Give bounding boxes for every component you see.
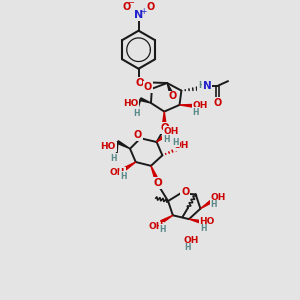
Text: OH: OH [110,168,125,177]
Text: OH: OH [193,101,208,110]
Text: OH: OH [163,127,178,136]
Polygon shape [161,215,173,223]
Polygon shape [124,162,136,170]
Text: OH: OH [174,141,189,150]
Text: H: H [192,108,199,117]
Polygon shape [163,112,166,122]
Text: H: H [163,135,169,144]
Text: HO: HO [123,98,139,107]
Text: HO: HO [200,218,215,226]
Polygon shape [157,134,166,142]
Text: O: O [161,123,170,133]
Text: O: O [147,2,155,12]
Polygon shape [151,166,157,178]
Polygon shape [167,83,172,93]
Text: O: O [144,82,152,92]
Text: H: H [111,154,117,163]
Text: O: O [181,187,189,196]
Text: OH: OH [148,222,164,231]
Text: O: O [135,78,144,88]
Text: H: H [211,200,217,209]
Text: HO: HO [100,142,116,151]
Text: H: H [172,137,179,146]
Text: H: H [200,224,206,233]
Text: OH: OH [183,236,199,244]
Polygon shape [140,98,151,103]
Text: O: O [213,98,222,108]
Text: OH: OH [211,193,226,202]
Text: −: − [128,0,134,7]
Text: H: H [198,81,205,90]
Polygon shape [117,141,130,149]
Text: O: O [169,92,177,101]
Text: N: N [134,11,143,20]
Polygon shape [200,200,213,208]
Text: O: O [122,2,130,12]
Polygon shape [189,219,202,224]
Polygon shape [179,104,194,107]
Text: H: H [120,172,127,181]
Text: +: + [140,7,146,16]
Text: H: H [159,225,166,234]
Text: O: O [153,178,162,188]
Text: N: N [203,81,212,91]
Text: O: O [134,130,142,140]
Text: H: H [184,243,190,252]
Text: H: H [134,109,140,118]
